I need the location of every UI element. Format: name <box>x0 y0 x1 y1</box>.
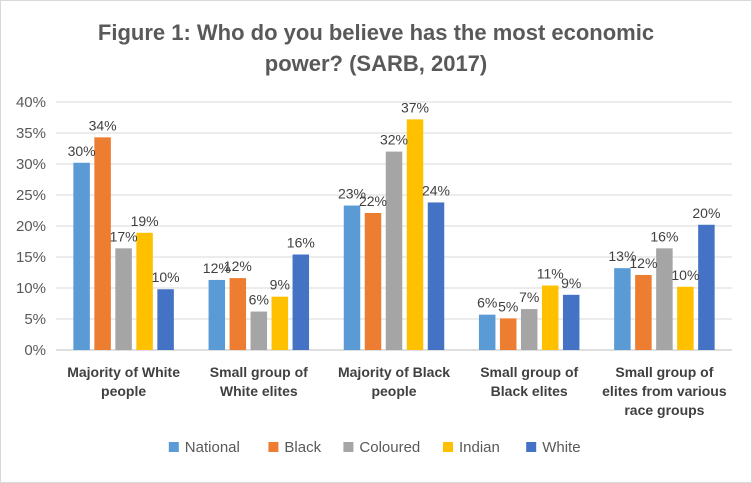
bar-national-4 <box>614 268 631 350</box>
data-label: 22% <box>359 193 387 209</box>
bar-black-4 <box>635 274 652 350</box>
legend-label: Coloured <box>359 439 420 456</box>
category-label: White elites <box>220 383 298 399</box>
bars <box>73 119 715 350</box>
data-label: 6% <box>249 292 269 308</box>
data-label: 12% <box>203 260 231 276</box>
chart-title-line: power? (SARB, 2017) <box>265 51 488 76</box>
y-axis-ticks: 0% 5% 10% 15% 20% 25% 30% 35% 40% <box>16 94 46 359</box>
bar-white-2 <box>427 202 445 350</box>
data-label: 37% <box>401 99 429 115</box>
chart-title: Figure 1: Who do you believe has the mos… <box>98 20 654 76</box>
legend-swatch-national <box>168 442 179 452</box>
legend: National Black Coloured Indian White <box>168 439 581 456</box>
bar-national-1 <box>208 279 226 350</box>
bar-national-2 <box>343 205 361 350</box>
y-tick-label: 10% <box>16 280 46 297</box>
bar-black-0 <box>94 137 111 350</box>
bar-coloured-3 <box>520 309 538 350</box>
data-label: 13% <box>608 248 636 264</box>
data-label: 16% <box>287 235 315 251</box>
data-label: 7% <box>519 289 539 305</box>
bar-indian-1 <box>271 296 289 350</box>
y-tick-label: 40% <box>16 94 46 111</box>
category-label: people <box>371 383 416 399</box>
data-label: 9% <box>561 275 581 291</box>
bar-coloured-2 <box>385 151 403 350</box>
data-label: 23% <box>338 186 366 202</box>
data-label: 19% <box>131 213 159 229</box>
y-tick-label: 25% <box>16 187 46 204</box>
legend-swatch-coloured <box>343 442 354 452</box>
category-label: Majority of Black <box>338 364 450 380</box>
y-tick-label: 5% <box>24 311 46 328</box>
category-label: Small group of <box>210 364 308 380</box>
chart-title-line: Figure 1: Who do you believe has the mos… <box>98 20 654 45</box>
data-label: 10% <box>671 267 699 283</box>
bar-national-0 <box>73 162 90 350</box>
y-tick-label: 35% <box>16 125 46 142</box>
bar-black-2 <box>364 212 382 350</box>
bar-indian-2 <box>406 119 424 350</box>
bar-white-4 <box>698 224 715 350</box>
data-label: 32% <box>380 132 408 148</box>
bar-coloured-0 <box>115 248 132 350</box>
data-labels: 30% 12% 23% 6% 13% 34% 12% 22% 5% 12% 17% 6% 32% 7% 16… <box>68 99 721 314</box>
legend-swatch-indian <box>443 442 453 452</box>
data-label: 16% <box>650 228 678 244</box>
category-label: race groups <box>624 402 704 418</box>
data-label: 9% <box>270 277 290 293</box>
data-label: 12% <box>629 255 657 271</box>
bar-indian-3 <box>541 285 559 350</box>
bar-white-0 <box>157 289 174 350</box>
bar-coloured-4 <box>656 248 673 350</box>
data-label: 10% <box>152 269 180 285</box>
data-label: 5% <box>498 298 518 314</box>
category-label: Small group of <box>480 364 578 380</box>
legend-swatch-white <box>526 442 537 452</box>
y-tick-label: 30% <box>16 156 46 173</box>
category-label: Majority of White <box>67 364 180 380</box>
legend-swatch-black <box>268 442 279 452</box>
x-axis-categories: Majority of White people Small group of Whi… <box>67 364 727 418</box>
bar-indian-4 <box>677 286 694 350</box>
bar-black-1 <box>229 278 247 350</box>
y-tick-label: 20% <box>16 218 46 235</box>
category-label: elites from various <box>602 383 727 399</box>
legend-label: Black <box>284 439 321 456</box>
bar-coloured-1 <box>250 311 268 350</box>
legend-label: Indian <box>459 439 500 456</box>
data-label: 17% <box>110 228 138 244</box>
legend-label: National <box>185 439 240 456</box>
y-tick-label: 0% <box>24 342 46 359</box>
bar-national-3 <box>478 314 496 350</box>
bar-white-1 <box>292 254 310 350</box>
y-tick-label: 15% <box>16 249 46 266</box>
category-label: Black elites <box>491 383 568 399</box>
category-label: Small group of <box>615 364 713 380</box>
data-label: 11% <box>537 266 564 282</box>
legend-label: White <box>542 439 580 456</box>
data-label: 24% <box>422 182 450 198</box>
category-label: people <box>101 383 146 399</box>
bar-white-3 <box>562 294 580 350</box>
data-label: 30% <box>68 143 96 159</box>
data-label: 6% <box>477 295 497 311</box>
data-label: 34% <box>89 117 117 133</box>
data-label: 20% <box>692 205 720 221</box>
bar-black-3 <box>499 318 517 350</box>
bar-indian-0 <box>136 232 153 350</box>
data-label: 12% <box>224 258 252 274</box>
